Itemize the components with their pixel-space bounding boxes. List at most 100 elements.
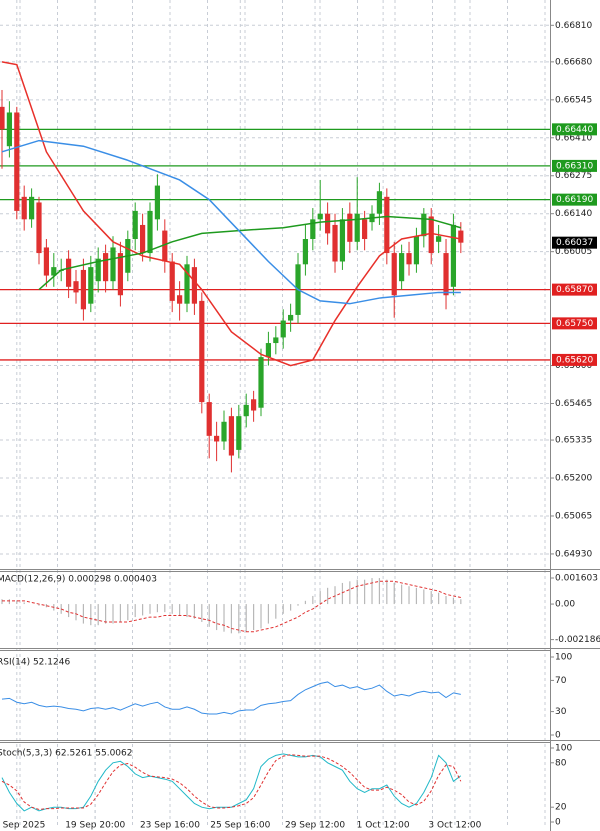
candle-body: [228, 416, 235, 456]
candle-body: [117, 253, 124, 296]
level-label: 0.66190: [556, 195, 593, 205]
candle-body: [458, 230, 464, 243]
level-box: [552, 283, 597, 296]
candle-body: [243, 404, 249, 417]
candle-body: [6, 112, 12, 147]
current-price-box: [552, 236, 597, 249]
y-tick-label: 0.66545: [555, 95, 592, 105]
y-tick-label: 0.66680: [555, 57, 592, 67]
candle-body: [376, 191, 383, 214]
candle-body: [450, 224, 457, 287]
candle-body: [43, 247, 50, 276]
y-tick-label: 80: [555, 758, 567, 768]
candle-body: [325, 213, 331, 234]
candle-body: [28, 196, 35, 220]
candle-body: [310, 219, 316, 240]
candle-body: [354, 213, 360, 242]
candle-body: [339, 219, 346, 262]
candle-body: [236, 416, 242, 450]
macd-signal: [2, 580, 461, 633]
candle-body: [191, 267, 198, 304]
candle-body: [0, 106, 5, 130]
level-label: 0.65620: [556, 355, 593, 365]
x-tick-label: 23 Sep 16:00: [140, 821, 200, 831]
candle-body: [132, 210, 138, 240]
candle-body: [51, 267, 57, 276]
y-tick-label: 0.65065: [555, 511, 592, 521]
candle-body: [66, 258, 72, 287]
y-tick-label: 30: [555, 707, 567, 717]
y-tick-label: 0.65465: [555, 399, 592, 409]
candle-body: [265, 343, 272, 358]
y-tick-label: 0.66410: [555, 133, 592, 143]
y-tick-label: -0.002186: [555, 635, 600, 645]
candle-body: [154, 185, 161, 220]
moving-average: [1, 139, 461, 305]
y-tick-label: 0: [555, 818, 561, 828]
indicator-line: [1, 754, 462, 810]
candle-body: [317, 213, 323, 220]
level-label: 0.65750: [556, 319, 593, 329]
candle-body: [273, 337, 279, 344]
candle-body: [162, 230, 168, 262]
y-tick-label: 0.64930: [555, 549, 592, 559]
x-tick-label: 25 Sep 16:00: [210, 821, 270, 831]
y-tick-label: 0.001603: [555, 574, 598, 584]
candle-body: [36, 202, 42, 254]
level-label: 0.66310: [556, 161, 593, 171]
candle-body: [421, 213, 427, 237]
level-box: [552, 123, 597, 136]
candle-body: [177, 295, 183, 304]
candle-body: [199, 300, 205, 403]
candle-body: [221, 421, 227, 442]
candle-body: [21, 196, 27, 220]
level-label: 0.66440: [556, 125, 593, 135]
panel-label: Stoch(5,3,3) 62.5261 55.0062: [0, 749, 132, 759]
current-price-label: 0.66037: [556, 238, 593, 248]
y-tick-label: 0.00: [555, 600, 575, 610]
candle-body: [110, 247, 116, 282]
y-tick-label: 20: [555, 803, 567, 813]
candle-body: [184, 264, 190, 304]
candle-body: [258, 357, 264, 408]
candle-body: [391, 253, 397, 296]
candle-body: [406, 253, 412, 265]
candle-body: [288, 314, 294, 321]
candle-body: [399, 253, 405, 282]
panel-label: RSI(14) 52.1246: [0, 658, 70, 668]
candle-body: [251, 399, 257, 411]
candle-body: [88, 267, 94, 304]
y-tick-label: 0.66005: [555, 247, 592, 257]
candle-body: [347, 213, 353, 242]
candle-body: [14, 112, 20, 211]
level-box: [552, 193, 597, 206]
y-tick-label: 0.65200: [555, 474, 592, 484]
candle-body: [362, 219, 368, 240]
candle-body: [332, 224, 338, 262]
candle-body: [214, 435, 220, 442]
indicator-line: [1, 681, 461, 715]
level-label: 0.65870: [556, 285, 593, 295]
candle-body: [206, 402, 212, 436]
candle-body: [73, 281, 79, 293]
marks-layer: [0, 61, 550, 812]
y-tick-label: 0.66275: [555, 171, 592, 181]
y-tick-label: 0.66810: [555, 21, 592, 31]
candle-body: [443, 253, 449, 296]
y-tick-label: 0.65600: [555, 361, 592, 371]
x-tick-label: 1 Oct 12:00: [357, 821, 410, 831]
level-box: [552, 159, 597, 172]
candle-body: [428, 216, 434, 254]
level-box: [552, 317, 597, 330]
moving-average: [1, 61, 461, 367]
panel-label: MACD(12,26,9) 0.000298 0.000403: [0, 575, 157, 585]
candle-body: [302, 239, 309, 265]
y-tick-label: 0.66140: [555, 209, 592, 219]
candle-body: [413, 236, 420, 265]
level-box: [552, 353, 597, 366]
candle-body: [384, 196, 390, 254]
y-tick-label: 100: [555, 653, 572, 663]
x-tick-label: 29 Sep 12:00: [285, 821, 345, 831]
